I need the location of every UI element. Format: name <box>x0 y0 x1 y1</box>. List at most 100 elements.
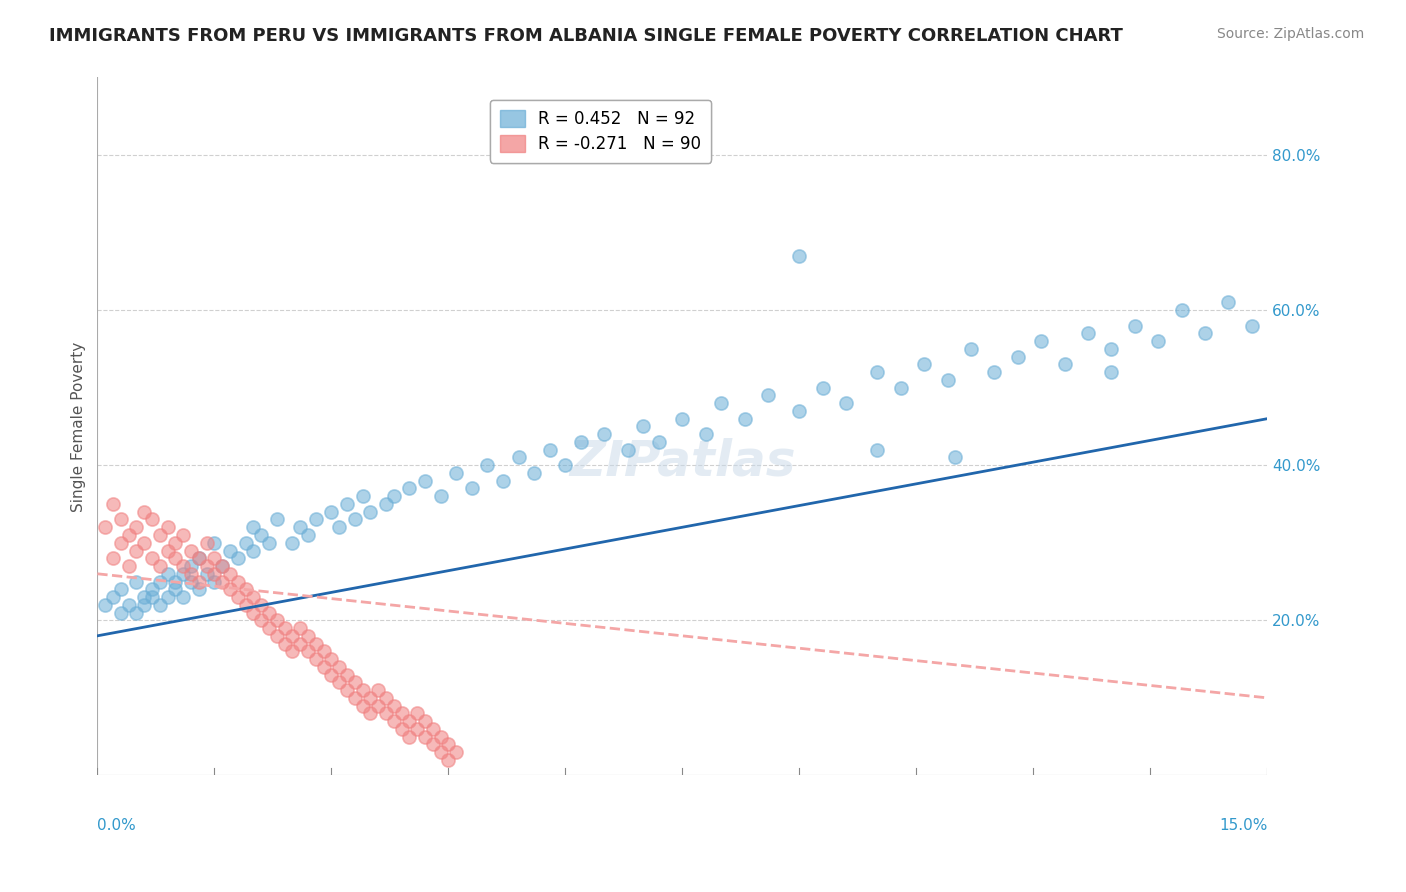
Point <box>235 535 257 549</box>
Point <box>165 551 187 566</box>
Point <box>429 489 451 503</box>
Point <box>257 621 280 635</box>
Point <box>202 574 225 589</box>
Point <box>437 738 460 752</box>
Point <box>101 590 124 604</box>
Text: 15.0%: 15.0% <box>1219 818 1267 833</box>
Point <box>336 683 359 698</box>
Point <box>141 512 163 526</box>
Point <box>866 442 889 457</box>
Point <box>195 535 218 549</box>
Point <box>165 535 187 549</box>
Point <box>382 698 405 713</box>
Point <box>250 528 273 542</box>
Point <box>422 722 444 736</box>
Point <box>94 520 117 534</box>
Point <box>156 520 179 534</box>
Point <box>367 683 389 698</box>
Point <box>437 753 460 767</box>
Point <box>789 249 811 263</box>
Point <box>1077 326 1099 341</box>
Point <box>110 606 132 620</box>
Point <box>382 489 405 503</box>
Point <box>202 535 225 549</box>
Point <box>413 474 436 488</box>
Point <box>312 644 335 658</box>
Point <box>242 543 264 558</box>
Point <box>172 559 194 574</box>
Point <box>422 738 444 752</box>
Point <box>429 745 451 759</box>
Point <box>1218 295 1240 310</box>
Point <box>1053 358 1076 372</box>
Point <box>359 690 381 705</box>
Point <box>943 450 966 465</box>
Point <box>1147 334 1170 348</box>
Point <box>187 551 209 566</box>
Point <box>508 450 530 465</box>
Point <box>343 512 366 526</box>
Point <box>1007 350 1029 364</box>
Point <box>235 582 257 597</box>
Point <box>616 442 638 457</box>
Point <box>165 574 187 589</box>
Point <box>336 497 359 511</box>
Point <box>305 512 328 526</box>
Point <box>648 434 671 449</box>
Point <box>367 698 389 713</box>
Point <box>391 706 413 721</box>
Point <box>141 551 163 566</box>
Point <box>960 342 983 356</box>
Point <box>328 520 350 534</box>
Point <box>375 497 398 511</box>
Point <box>538 442 561 457</box>
Point <box>226 551 249 566</box>
Point <box>554 458 576 473</box>
Point <box>242 590 264 604</box>
Point <box>710 396 733 410</box>
Point <box>134 598 156 612</box>
Point <box>288 520 311 534</box>
Point <box>444 745 467 759</box>
Point <box>281 629 304 643</box>
Point <box>983 365 1005 379</box>
Point <box>413 714 436 728</box>
Point <box>211 559 233 574</box>
Point <box>912 358 935 372</box>
Point <box>187 574 209 589</box>
Point <box>321 652 343 666</box>
Point <box>523 466 546 480</box>
Point <box>413 730 436 744</box>
Point <box>110 535 132 549</box>
Text: Source: ZipAtlas.com: Source: ZipAtlas.com <box>1216 27 1364 41</box>
Point <box>398 730 420 744</box>
Point <box>180 543 202 558</box>
Point <box>1194 326 1216 341</box>
Point <box>756 388 779 402</box>
Point <box>202 551 225 566</box>
Point <box>811 381 834 395</box>
Y-axis label: Single Female Poverty: Single Female Poverty <box>72 342 86 511</box>
Point <box>1240 318 1263 333</box>
Point <box>172 590 194 604</box>
Point <box>110 512 132 526</box>
Point <box>266 512 288 526</box>
Point <box>180 574 202 589</box>
Point <box>156 590 179 604</box>
Point <box>352 489 374 503</box>
Point <box>141 590 163 604</box>
Point <box>134 590 156 604</box>
Point <box>110 582 132 597</box>
Point <box>593 427 616 442</box>
Point <box>156 566 179 581</box>
Point <box>219 543 242 558</box>
Point <box>273 621 295 635</box>
Point <box>117 598 139 612</box>
Point <box>219 582 242 597</box>
Point <box>343 690 366 705</box>
Point <box>398 714 420 728</box>
Point <box>195 559 218 574</box>
Point <box>149 559 172 574</box>
Point <box>202 566 225 581</box>
Point <box>375 690 398 705</box>
